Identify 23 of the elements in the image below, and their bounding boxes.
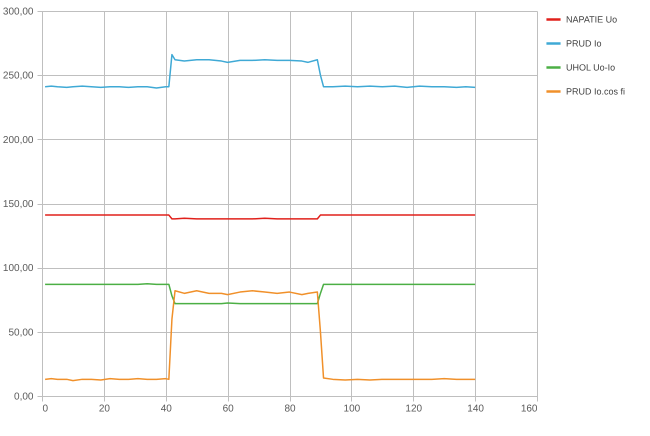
x-tick-label: 120 bbox=[405, 404, 423, 414]
x-tick-label: 100 bbox=[344, 404, 361, 414]
legend-label: PRUD Io bbox=[566, 38, 602, 48]
x-tick-label: 140 bbox=[467, 404, 484, 414]
y-tick-label: 0,00 bbox=[14, 392, 34, 402]
line-series bbox=[44, 290, 476, 382]
y-tick-label: 250,00 bbox=[2, 70, 34, 82]
legend-label: UHOL Uo-Io bbox=[566, 62, 616, 72]
line-series bbox=[44, 54, 476, 89]
y-tick-label: 300,00 bbox=[2, 6, 34, 18]
x-tick-label: 160 bbox=[520, 404, 538, 414]
y-tick-label: 200,00 bbox=[2, 134, 34, 146]
y-tick-label: 50,00 bbox=[8, 327, 34, 338]
legend-label: NAPATIE Uo bbox=[566, 14, 618, 24]
y-tick-label: 100,00 bbox=[2, 263, 34, 274]
line-series bbox=[44, 282, 476, 304]
x-tick-label: 20 bbox=[98, 404, 110, 414]
x-tick-label: 60 bbox=[222, 404, 234, 414]
x-tick-label: 0 bbox=[42, 404, 48, 414]
y-tick-label: 150,00 bbox=[2, 199, 34, 210]
legend-label: PRUD Io.cos fi bbox=[566, 86, 626, 96]
x-tick-label: 40 bbox=[160, 404, 172, 414]
x-tick-label: 80 bbox=[284, 404, 296, 414]
